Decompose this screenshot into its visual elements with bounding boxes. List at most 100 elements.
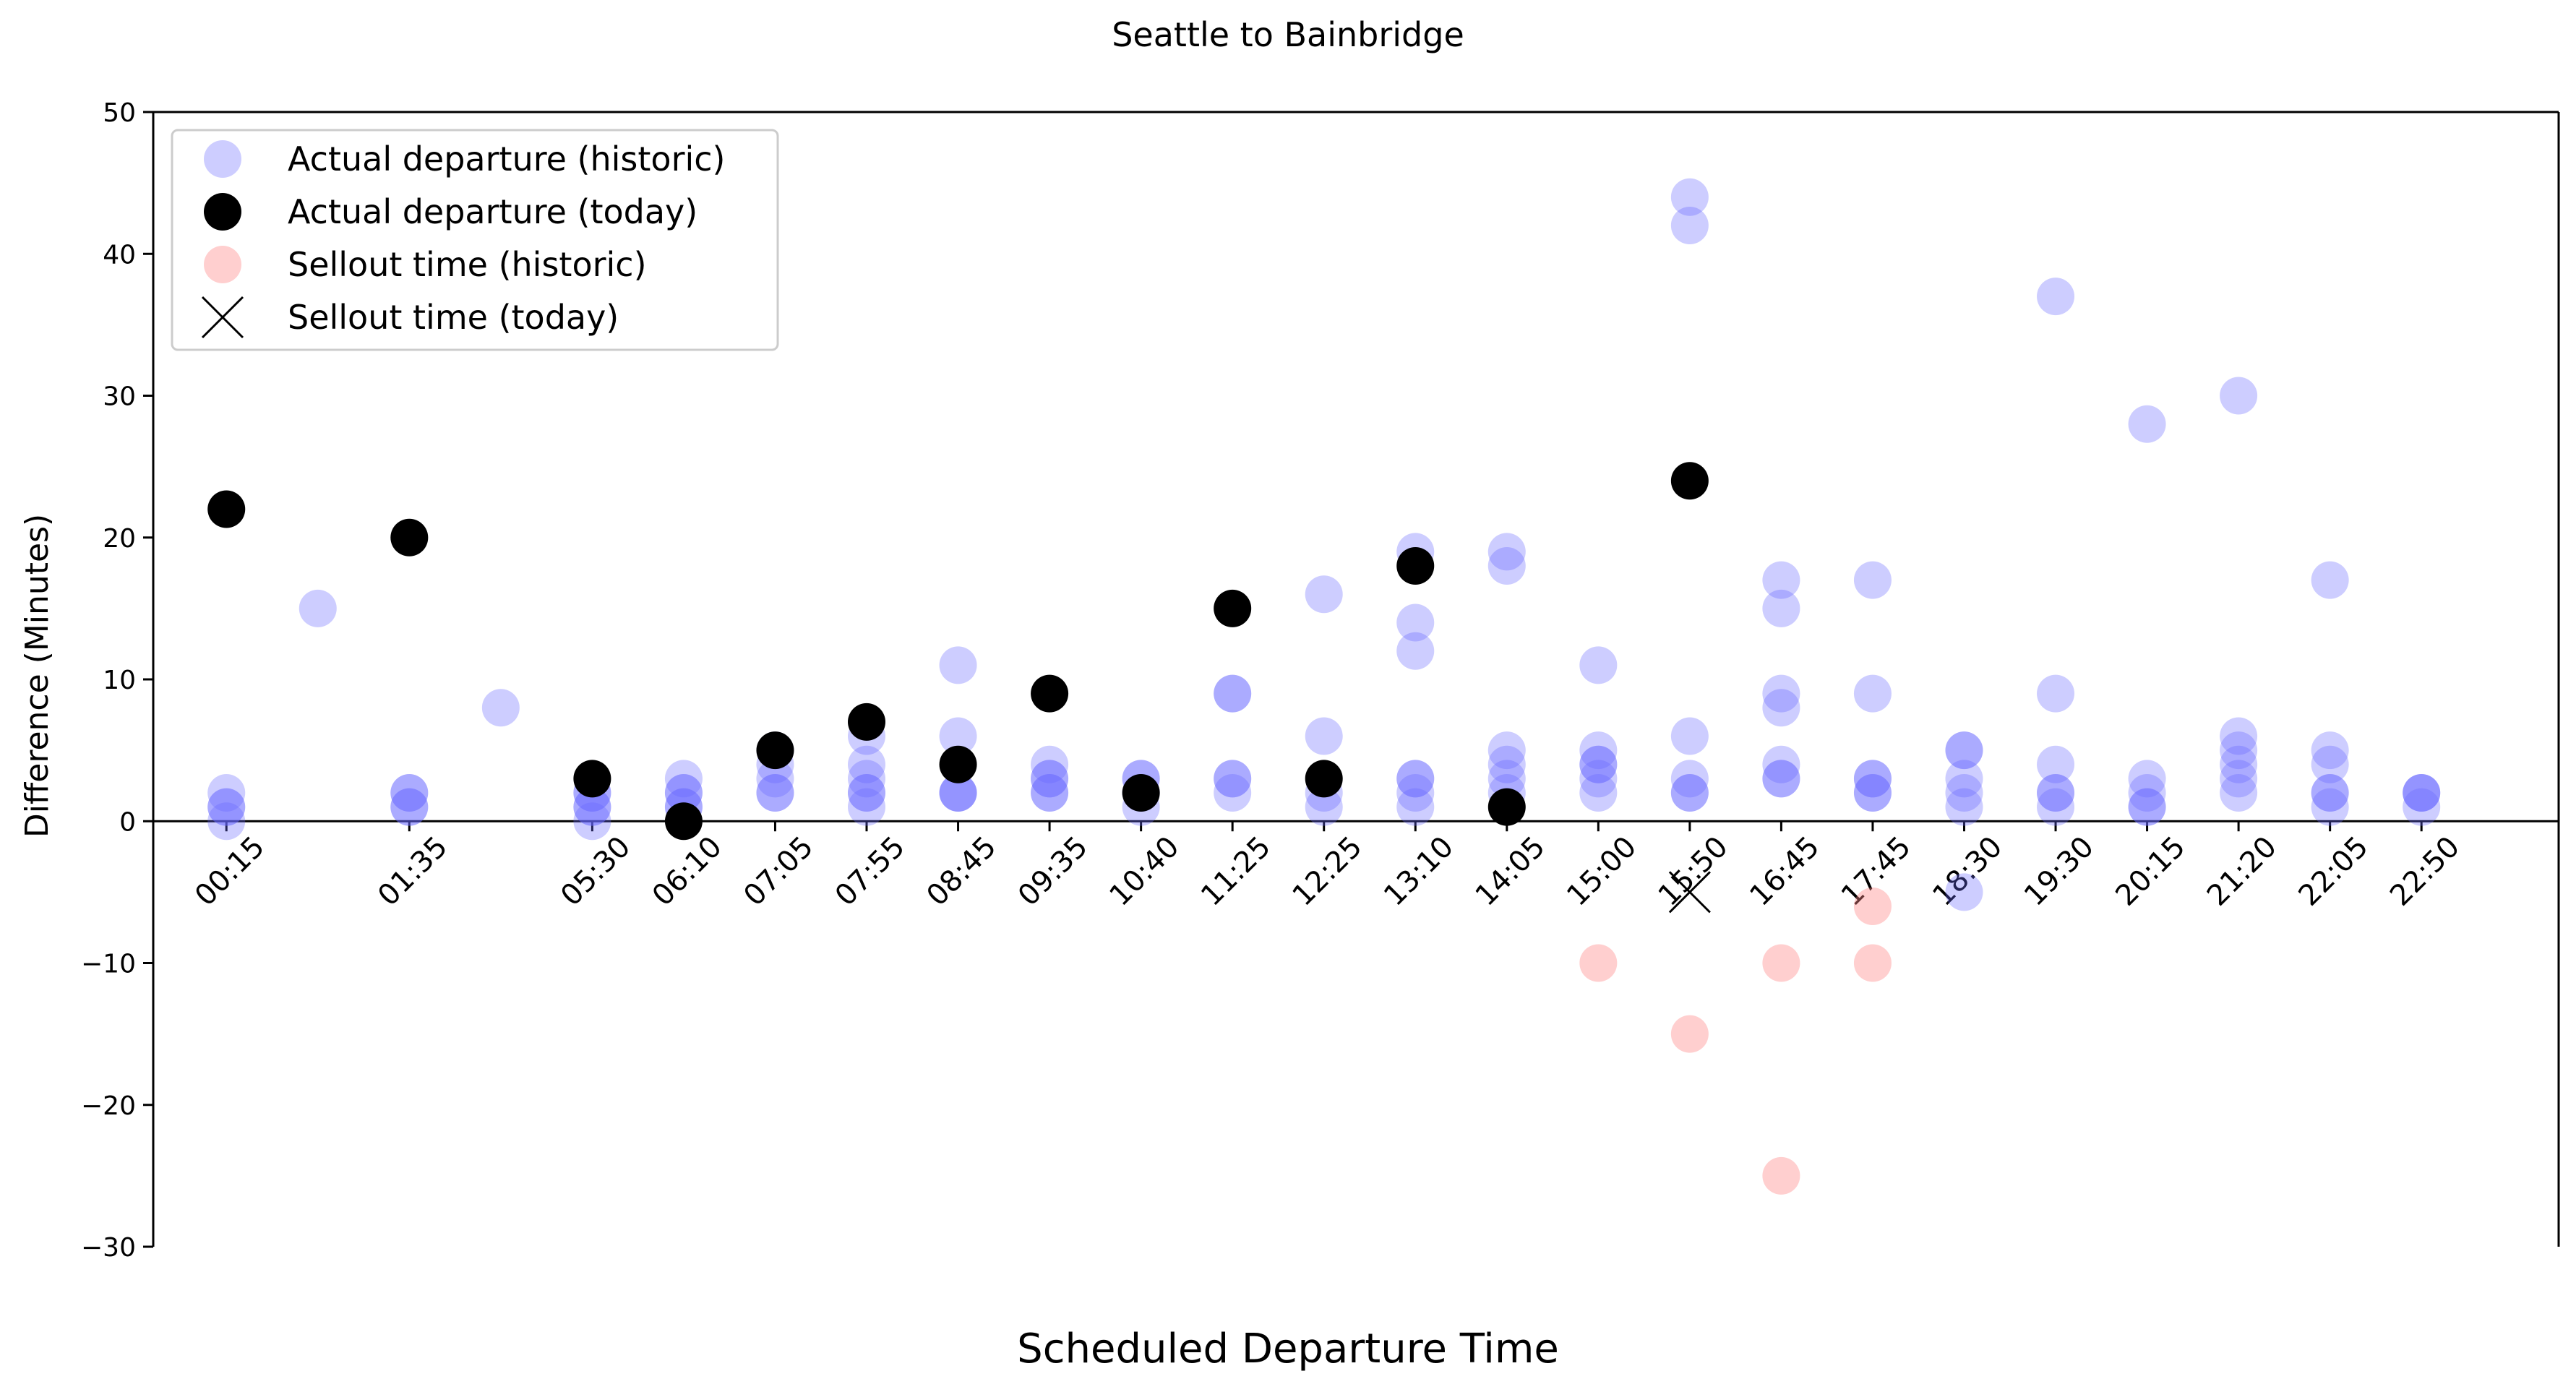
series-0	[207, 178, 2441, 911]
data-point	[1762, 589, 1800, 627]
data-point	[1762, 1156, 1800, 1195]
data-point	[1214, 674, 1252, 713]
data-point	[848, 774, 886, 812]
data-point	[2311, 561, 2349, 599]
data-point	[1853, 888, 1892, 925]
data-point	[1396, 632, 1435, 670]
data-point	[1031, 760, 1069, 798]
data-point	[1668, 871, 1711, 914]
legend-label: Sellout time (historic)	[288, 245, 647, 284]
y-tick-label: 10	[103, 666, 136, 695]
legend-label: Actual departure (historic)	[288, 139, 726, 179]
data-point	[2311, 774, 2349, 812]
data-point	[664, 774, 703, 812]
data-point	[2220, 760, 2258, 798]
data-point	[1853, 774, 1892, 812]
data-point	[1579, 944, 1618, 982]
data-point	[1031, 774, 1069, 812]
x-tick-label: 11:25	[1195, 830, 1277, 913]
data-point	[2403, 774, 2441, 812]
data-point	[1031, 760, 1069, 798]
legend-marker	[204, 246, 241, 283]
data-point	[2311, 731, 2349, 770]
x-tick-label: 10:40	[1103, 830, 1185, 913]
data-point	[848, 760, 886, 798]
legend-label: Sellout time (today)	[288, 298, 619, 337]
data-point	[1762, 561, 1800, 599]
x-tick-label: 07:55	[829, 830, 911, 913]
x-tick-label: 15:50	[1652, 830, 1735, 913]
data-point	[1670, 1015, 1709, 1053]
data-point	[2037, 674, 2075, 713]
data-point	[2037, 774, 2075, 812]
data-point	[939, 774, 977, 812]
data-point	[2220, 745, 2258, 783]
data-point	[1214, 760, 1252, 798]
data-point	[1853, 760, 1892, 798]
data-point	[939, 745, 977, 783]
data-point	[2220, 717, 2258, 755]
x-tick-label: 00:15	[189, 830, 271, 913]
data-point	[1762, 745, 1800, 783]
data-point	[1396, 547, 1435, 585]
data-point	[2220, 774, 2258, 812]
data-point	[1487, 788, 1526, 826]
data-point	[2311, 774, 2349, 812]
data-point	[939, 717, 977, 755]
x-tick-label: 22:50	[2384, 830, 2466, 913]
data-point	[390, 774, 429, 812]
x-tick-label: 21:20	[2201, 830, 2283, 913]
data-point	[1670, 774, 1709, 812]
data-point	[2403, 788, 2441, 826]
data-point	[848, 774, 886, 812]
data-point	[1396, 788, 1435, 826]
y-tick-label: 0	[119, 807, 136, 837]
data-point	[390, 518, 429, 557]
x-tick-label: 14:05	[1469, 830, 1552, 913]
data-point	[848, 745, 886, 783]
data-point	[1670, 178, 1709, 216]
data-point	[1305, 717, 1343, 755]
data-point	[1487, 547, 1526, 585]
data-point	[2128, 788, 2166, 826]
data-point	[2311, 788, 2349, 826]
data-point	[207, 788, 246, 826]
y-tick-label: 50	[103, 98, 136, 128]
data-point	[1579, 745, 1618, 783]
data-point	[2403, 774, 2441, 812]
data-point	[1396, 774, 1435, 812]
x-axis-label: Scheduled Departure Time	[1017, 1326, 1559, 1372]
data-point	[1487, 745, 1526, 783]
data-point	[2128, 760, 2166, 798]
data-point	[2128, 774, 2166, 812]
data-point	[1945, 788, 1983, 826]
data-point	[1305, 788, 1343, 826]
data-point	[2128, 405, 2166, 443]
series-2	[1579, 888, 1892, 1195]
data-point	[1305, 760, 1343, 798]
data-point	[207, 490, 246, 528]
data-point	[1670, 717, 1709, 755]
data-point	[207, 774, 246, 812]
data-point	[756, 774, 794, 812]
data-point	[573, 788, 611, 826]
data-point	[2403, 774, 2441, 812]
data-point	[573, 802, 611, 841]
y-tick-label: −10	[81, 950, 136, 979]
data-point	[1853, 760, 1892, 798]
data-point	[2311, 745, 2349, 783]
data-point	[1031, 674, 1069, 713]
data-point	[1579, 646, 1618, 684]
x-tick-label: 05:30	[554, 830, 637, 913]
data-point	[2037, 774, 2075, 812]
data-point	[1487, 533, 1526, 571]
data-point	[1762, 760, 1800, 798]
data-point	[848, 703, 886, 741]
y-tick-label: 30	[103, 382, 136, 412]
data-point	[1853, 561, 1892, 599]
data-point	[1214, 589, 1252, 627]
data-point	[1396, 603, 1435, 642]
data-point	[299, 589, 337, 627]
x-tick-label: 07:05	[737, 830, 820, 913]
data-point	[1579, 760, 1618, 798]
